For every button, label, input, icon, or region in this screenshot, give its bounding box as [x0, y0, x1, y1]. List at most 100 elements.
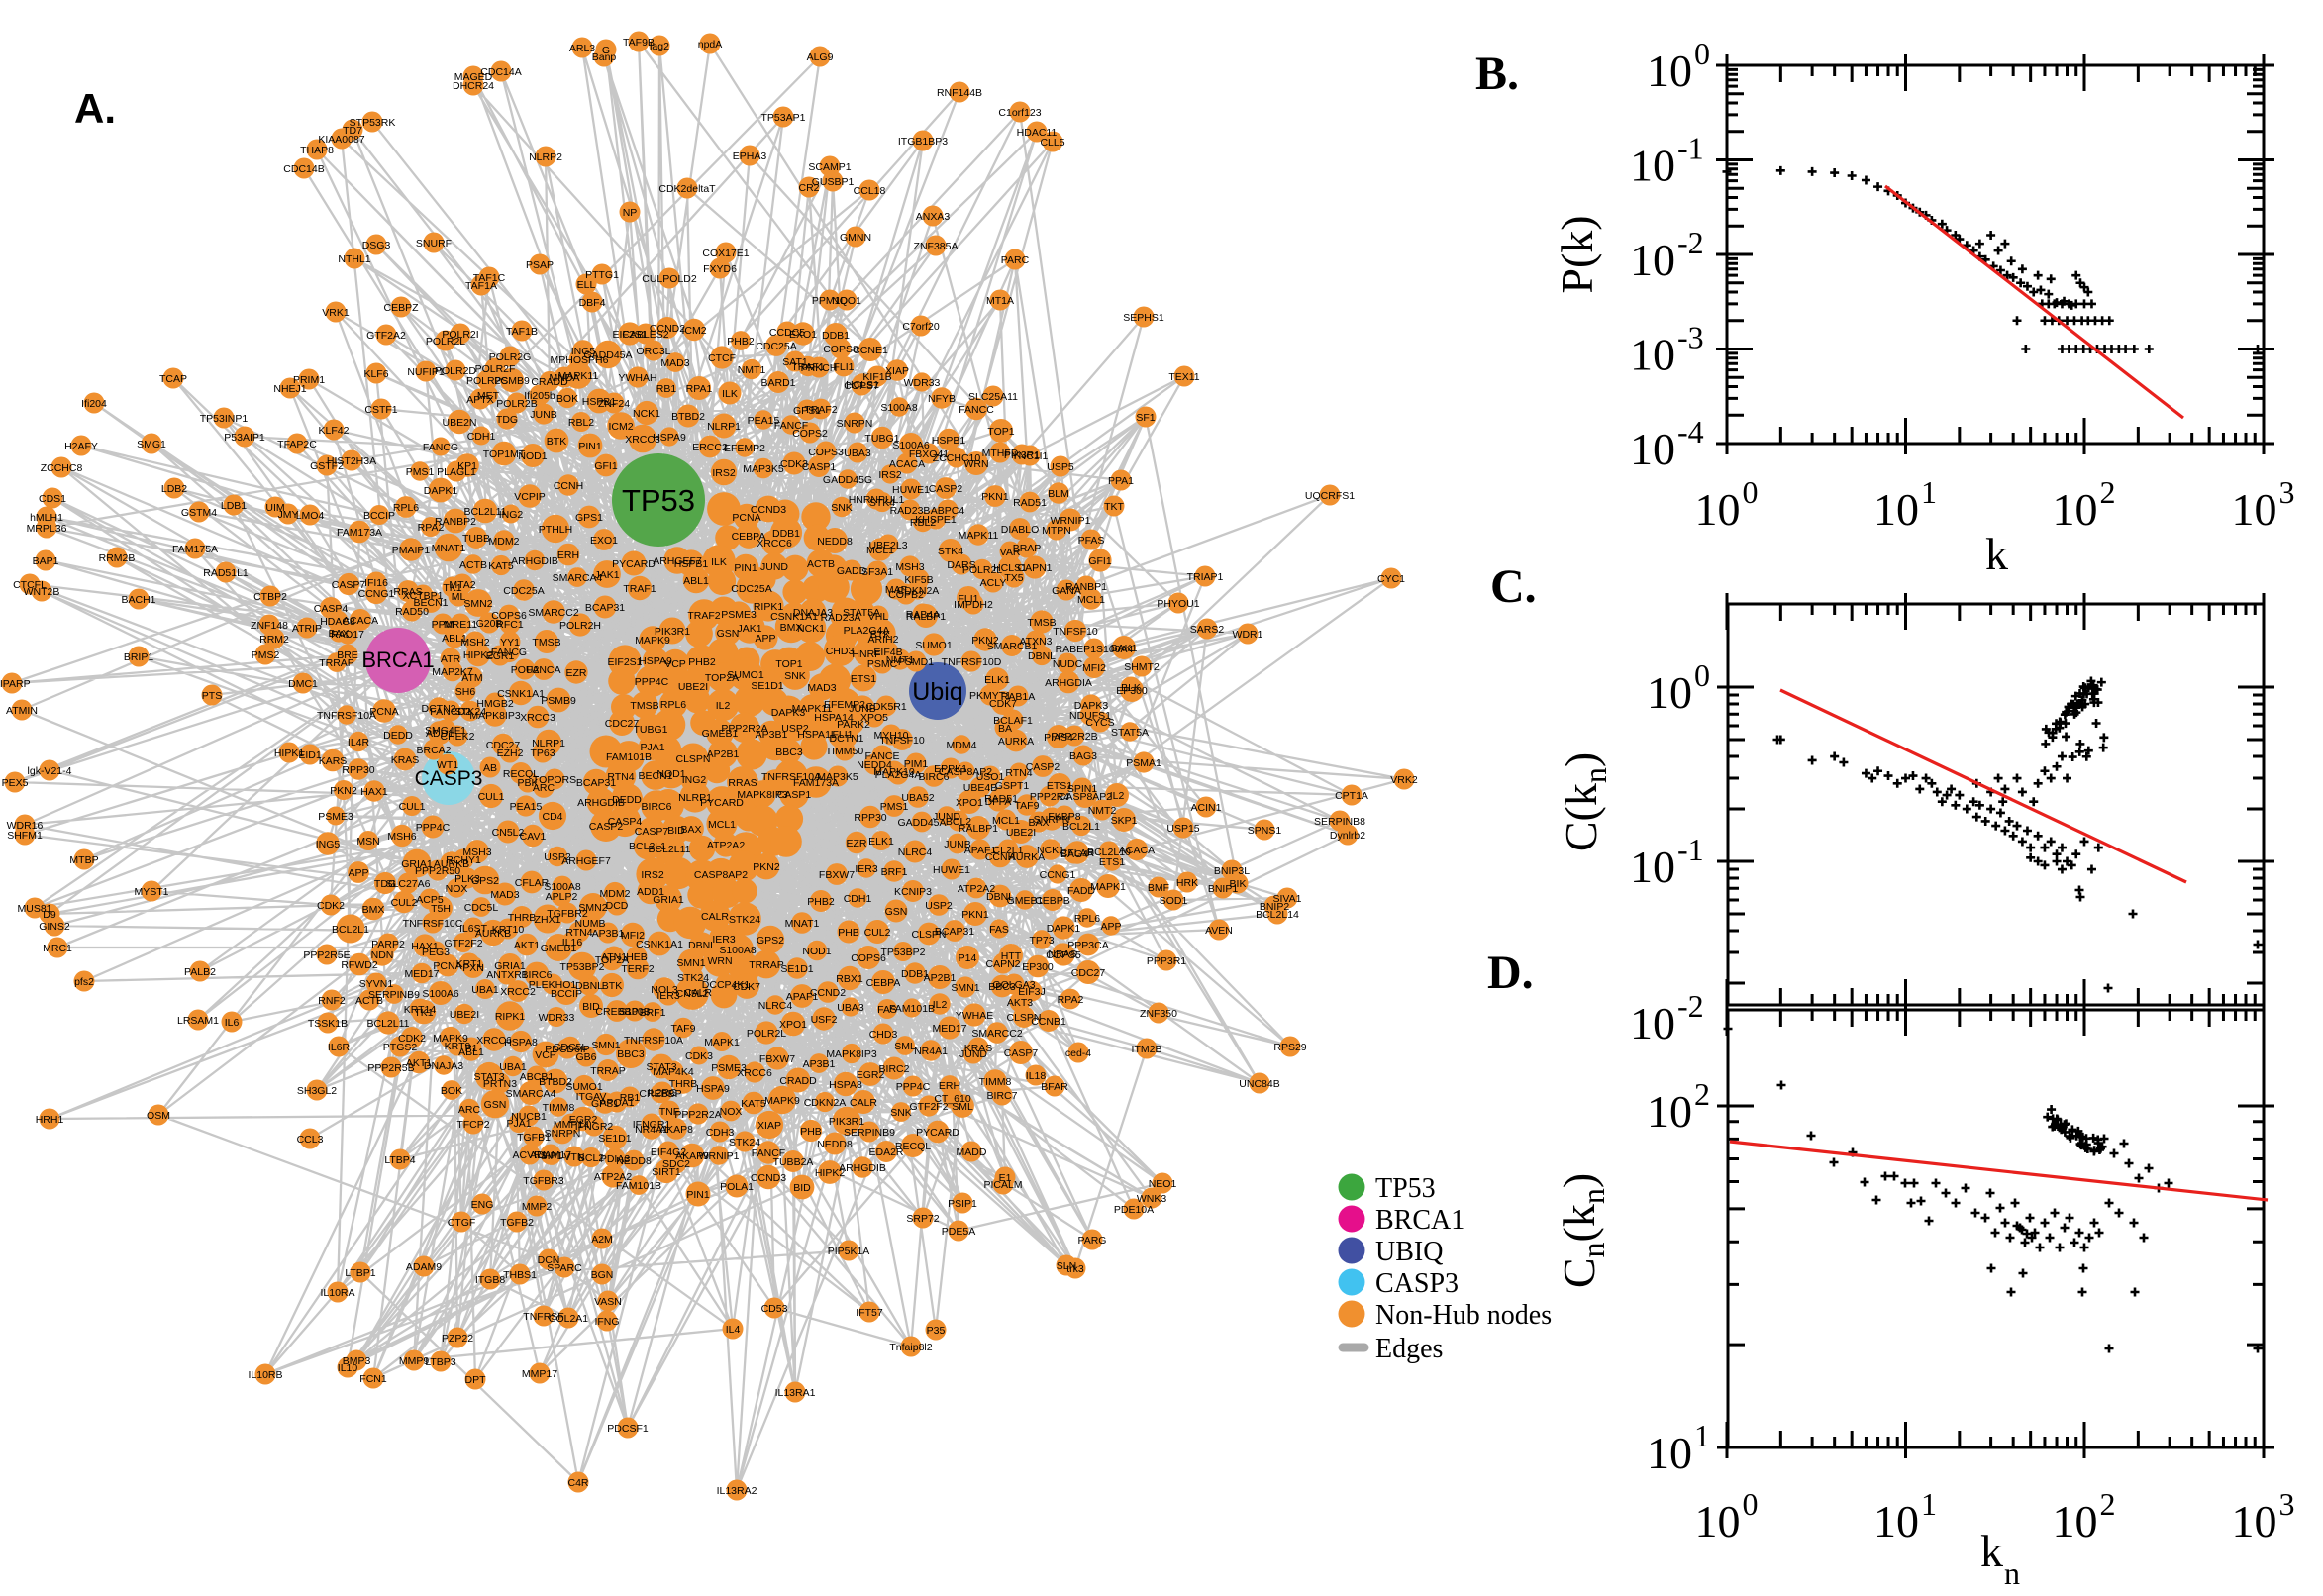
svg-text:MAPK11: MAPK11: [558, 370, 599, 382]
svg-text:Edges: Edges: [1375, 1334, 1443, 1364]
svg-text:TUBG1: TUBG1: [633, 724, 667, 736]
svg-text:ARHGEF7: ARHGEF7: [653, 555, 702, 567]
svg-text:IL10RA: IL10RA: [320, 1287, 354, 1299]
svg-text:ADAM17: ADAM17: [530, 1149, 571, 1161]
svg-text:CCNH: CCNH: [554, 480, 583, 492]
svg-text:RNF144B: RNF144B: [937, 87, 982, 99]
svg-text:NLRP2: NLRP2: [529, 151, 562, 163]
svg-text:0: 0: [1694, 36, 1710, 71]
svg-text:GRIA1: GRIA1: [653, 894, 684, 906]
svg-text:VASN: VASN: [594, 1296, 622, 1308]
svg-text:GANA: GANA: [1052, 585, 1081, 597]
svg-text:SMN1: SMN1: [676, 957, 705, 969]
svg-text:TRRAP: TRRAP: [749, 959, 784, 971]
svg-text:SHMT2: SHMT2: [1124, 661, 1160, 673]
svg-text:PHB2: PHB2: [688, 656, 716, 668]
svg-text:DFFA: DFFA: [985, 796, 1012, 808]
svg-text:MAPK1: MAPK1: [1090, 881, 1126, 893]
svg-text:UBE2I: UBE2I: [1006, 827, 1036, 839]
svg-text:-1: -1: [1677, 832, 1704, 867]
svg-text:MCL1: MCL1: [866, 545, 894, 556]
svg-text:HSPB1: HSPB1: [674, 558, 709, 570]
svg-text:STK24: STK24: [729, 1137, 760, 1148]
svg-text:GTF2F2: GTF2F2: [909, 1101, 948, 1113]
svg-text:MDM2: MDM2: [489, 536, 520, 548]
svg-text:DDB1: DDB1: [901, 968, 929, 980]
svg-text:ZHX1: ZHX1: [535, 914, 561, 926]
svg-text:NEDD8: NEDD8: [616, 1155, 652, 1167]
svg-text:BOK: BOK: [556, 393, 578, 405]
svg-text:BIRC7: BIRC7: [987, 1090, 1018, 1102]
svg-text:NRAS: NRAS: [1048, 948, 1076, 960]
svg-text:CRADD: CRADD: [779, 1075, 817, 1087]
svg-text:CCNB1: CCNB1: [1031, 1016, 1066, 1028]
svg-text:CCND2: CCND2: [650, 323, 685, 335]
svg-text:UBA3: UBA3: [844, 448, 871, 459]
svg-text:BBC3: BBC3: [988, 981, 1016, 993]
svg-text:ING5: ING5: [571, 346, 596, 357]
svg-text:WDR1: WDR1: [1233, 629, 1263, 641]
svg-text:PARK2: PARK2: [837, 719, 870, 731]
svg-text:ACP5: ACP5: [416, 894, 444, 906]
svg-text:MMP17: MMP17: [522, 1368, 557, 1380]
svg-text:HRH1: HRH1: [36, 1114, 64, 1126]
svg-text:UBIQ: UBIQ: [1375, 1237, 1443, 1267]
svg-text:EIF2S1: EIF2S1: [607, 656, 642, 668]
svg-text:POLR2F: POLR2F: [475, 363, 516, 375]
svg-text:HIPK2: HIPK2: [815, 1167, 846, 1179]
svg-text:NUDC: NUDC: [1053, 658, 1083, 670]
svg-text:RPA2: RPA2: [1058, 994, 1084, 1006]
svg-text:10: 10: [1647, 1086, 1692, 1137]
svg-text:RTN4: RTN4: [1005, 767, 1032, 779]
svg-text:BAX: BAX: [1028, 817, 1049, 829]
svg-text:MADD: MADD: [957, 1147, 987, 1158]
svg-text:Dynlrb2: Dynlrb2: [1330, 830, 1365, 842]
svg-text:NQO1: NQO1: [832, 295, 861, 307]
svg-text:0: 0: [1694, 657, 1710, 693]
svg-text:CAPN1: CAPN1: [1017, 562, 1052, 574]
svg-text:PTS: PTS: [202, 690, 222, 702]
svg-text:POLR2G: POLR2G: [489, 351, 532, 363]
svg-text:CAV1: CAV1: [520, 831, 547, 843]
svg-text:TGFBR3: TGFBR3: [523, 1175, 564, 1187]
svg-text:EIF2S1: EIF2S1: [612, 329, 647, 341]
svg-text:MAF: MAF: [885, 584, 907, 596]
svg-text:CHEK2: CHEK2: [440, 731, 474, 743]
svg-text:ERH: ERH: [939, 1080, 960, 1092]
svg-text:CCL3: CCL3: [297, 1134, 324, 1146]
svg-text:TDG: TDG: [374, 878, 396, 890]
svg-text:JMY: JMY: [278, 509, 299, 521]
svg-text:USP5: USP5: [1047, 461, 1074, 473]
svg-text:GTF2A2: GTF2A2: [366, 330, 406, 342]
svg-text:S100A8: S100A8: [544, 881, 581, 893]
svg-text:APLP2: APLP2: [546, 891, 578, 903]
svg-text:IL2: IL2: [716, 700, 731, 712]
svg-text:RPL6: RPL6: [660, 699, 686, 711]
svg-text:PSME3: PSME3: [711, 1062, 747, 1074]
svg-text:LDB1: LDB1: [221, 500, 247, 512]
svg-text:AKT1: AKT1: [406, 1057, 432, 1069]
svg-text:FAM175A: FAM175A: [172, 544, 218, 555]
svg-text:RALBP1: RALBP1: [959, 823, 998, 835]
svg-text:SERPINB9: SERPINB9: [844, 1127, 895, 1139]
svg-text:HNRNPUL1: HNRNPUL1: [849, 494, 905, 506]
svg-text:NP: NP: [623, 207, 638, 219]
svg-text:MNAT1: MNAT1: [785, 918, 820, 930]
svg-text:BTBD2: BTBD2: [539, 1076, 572, 1088]
svg-text:IL13RA2: IL13RA2: [717, 1485, 758, 1497]
svg-text:BRF1: BRF1: [640, 1007, 666, 1019]
svg-text:NTHL1: NTHL1: [338, 253, 370, 265]
svg-text:BAG3: BAG3: [1069, 750, 1097, 762]
svg-text:DCTN2: DCTN2: [421, 703, 455, 715]
svg-text:PRIM1: PRIM1: [293, 374, 325, 386]
svg-text:TFCP2: TFCP2: [456, 1119, 489, 1131]
svg-text:k: k: [1980, 1526, 2003, 1576]
svg-text:npdA: npdA: [698, 39, 723, 50]
svg-text:BCL2L11: BCL2L11: [463, 506, 506, 518]
svg-text:Ubiq: Ubiq: [912, 678, 962, 706]
svg-text:SEPHS1: SEPHS1: [1123, 312, 1164, 324]
svg-text:TP63: TP63: [530, 748, 555, 759]
svg-text:CDC27: CDC27: [1071, 967, 1106, 979]
svg-text:PPP4C: PPP4C: [635, 676, 669, 688]
svg-text:Ifi205b: Ifi205b: [524, 390, 556, 402]
